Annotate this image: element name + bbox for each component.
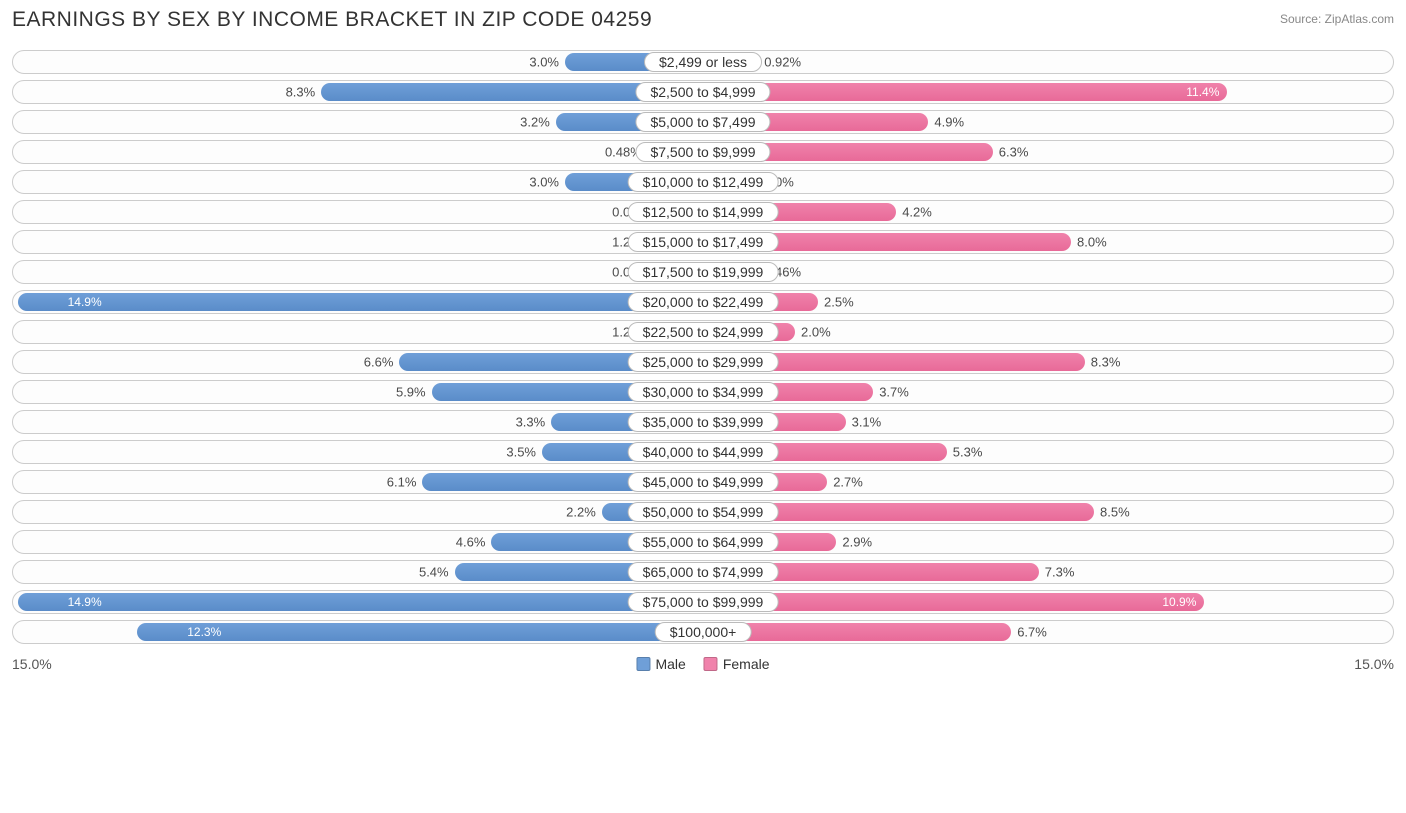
bar-row: 8.3% 11.4% $2,500 to $4,999: [12, 80, 1394, 104]
male-value-label: 5.9%: [396, 385, 432, 400]
male-value-label: 8.3%: [286, 85, 322, 100]
category-label: $40,000 to $44,999: [628, 442, 779, 462]
bar-row: 5.9% 3.7% $30,000 to $34,999: [12, 380, 1394, 404]
female-value-label: 0.92%: [758, 55, 801, 70]
female-bar: [703, 83, 1227, 101]
bar-row: 3.0%0.0%$10,000 to $12,499: [12, 170, 1394, 194]
male-value-label: 3.3%: [516, 415, 552, 430]
male-bar: [137, 623, 703, 641]
bar-row: 12.3% 6.7% $100,000+: [12, 620, 1394, 644]
bar-row: 3.0% 0.92%$2,499 or less: [12, 50, 1394, 74]
male-bar: [18, 293, 703, 311]
bar-row: 1.2%2.0%$22,500 to $24,999: [12, 320, 1394, 344]
category-label: $10,000 to $12,499: [628, 172, 779, 192]
male-value-label: 3.5%: [506, 445, 542, 460]
category-label: $17,500 to $19,999: [628, 262, 779, 282]
male-value-label: 6.1%: [387, 475, 423, 490]
category-label: $22,500 to $24,999: [628, 322, 779, 342]
category-label: $5,000 to $7,499: [635, 112, 770, 132]
bar-row: 6.6% 8.3% $25,000 to $29,999: [12, 350, 1394, 374]
category-label: $75,000 to $99,999: [628, 592, 779, 612]
female-value-label: 8.5%: [1094, 505, 1130, 520]
bar-row: 6.1% 2.7% $45,000 to $49,999: [12, 470, 1394, 494]
bar-row: 1.2%8.0%$15,000 to $17,499: [12, 230, 1394, 254]
female-value-label: 4.2%: [896, 205, 932, 220]
category-label: $25,000 to $29,999: [628, 352, 779, 372]
axis-label-right: 15.0%: [1354, 656, 1394, 672]
chart-title: EARNINGS BY SEX BY INCOME BRACKET IN ZIP…: [12, 8, 652, 32]
category-label: $55,000 to $64,999: [628, 532, 779, 552]
male-value-label: 3.0%: [529, 175, 565, 190]
female-value-label: 4.9%: [928, 115, 964, 130]
female-value-label: 2.5%: [818, 295, 854, 310]
male-value-label: 4.6%: [456, 535, 492, 550]
male-bar: [18, 593, 703, 611]
female-value-label: 2.0%: [795, 325, 831, 340]
male-value-label: 14.9%: [60, 295, 102, 309]
male-value-label: 2.2%: [566, 505, 602, 520]
female-value-label: 2.7%: [827, 475, 863, 490]
category-label: $12,500 to $14,999: [628, 202, 779, 222]
chart-header: EARNINGS BY SEX BY INCOME BRACKET IN ZIP…: [12, 8, 1394, 32]
bar-row: 0.0%4.2%$12,500 to $14,999: [12, 200, 1394, 224]
category-label: $2,500 to $4,999: [635, 82, 770, 102]
legend-swatch: [704, 657, 718, 671]
chart-rows: 3.0% 0.92%$2,499 or less 8.3% 11.4% $2,500 t…: [12, 50, 1394, 644]
female-value-label: 3.1%: [846, 415, 882, 430]
male-value-label: 12.3%: [179, 625, 221, 639]
category-label: $35,000 to $39,999: [628, 412, 779, 432]
category-label: $50,000 to $54,999: [628, 502, 779, 522]
legend-label: Male: [655, 656, 685, 672]
axis-label-left: 15.0%: [12, 656, 52, 672]
female-value-label: 3.7%: [873, 385, 909, 400]
bar-row: 4.6% 2.9% $55,000 to $64,999: [12, 530, 1394, 554]
category-label: $65,000 to $74,999: [628, 562, 779, 582]
bar-row: 2.2% 8.5% $50,000 to $54,999: [12, 500, 1394, 524]
legend-item: Male: [636, 656, 685, 672]
male-value-label: 6.6%: [364, 355, 400, 370]
female-value-label: 11.4%: [1186, 85, 1227, 99]
female-value-label: 8.3%: [1085, 355, 1121, 370]
female-value-label: 7.3%: [1039, 565, 1075, 580]
legend-swatch: [636, 657, 650, 671]
female-value-label: 10.9%: [1162, 595, 1204, 609]
category-label: $45,000 to $49,999: [628, 472, 779, 492]
chart-source: Source: ZipAtlas.com: [1280, 12, 1394, 26]
bar-row: 0.0%0.46%$17,500 to $19,999: [12, 260, 1394, 284]
chart-container: EARNINGS BY SEX BY INCOME BRACKET IN ZIP…: [0, 0, 1406, 678]
category-label: $2,499 or less: [644, 52, 762, 72]
bar-row: 3.5% 5.3% $40,000 to $44,999: [12, 440, 1394, 464]
legend-label: Female: [723, 656, 770, 672]
bar-row: 14.9% 10.9% $75,000 to $99,999: [12, 590, 1394, 614]
category-label: $100,000+: [655, 622, 752, 642]
bar-row: 3.2% 4.9% $5,000 to $7,499: [12, 110, 1394, 134]
bar-row: 14.9% 2.5% $20,000 to $22,499: [12, 290, 1394, 314]
bar-row: 5.4% 7.3% $65,000 to $74,999: [12, 560, 1394, 584]
male-value-label: 3.0%: [529, 55, 565, 70]
female-value-label: 6.3%: [993, 145, 1029, 160]
female-value-label: 6.7%: [1011, 625, 1047, 640]
male-value-label: 5.4%: [419, 565, 455, 580]
legend-item: Female: [704, 656, 770, 672]
male-value-label: 14.9%: [60, 595, 102, 609]
male-value-label: 3.2%: [520, 115, 556, 130]
chart-footer: 15.0% Male Female 15.0%: [12, 650, 1394, 678]
category-label: $20,000 to $22,499: [628, 292, 779, 312]
female-value-label: 5.3%: [947, 445, 983, 460]
category-label: $30,000 to $34,999: [628, 382, 779, 402]
legend: Male Female: [636, 656, 769, 672]
category-label: $15,000 to $17,499: [628, 232, 779, 252]
female-value-label: 8.0%: [1071, 235, 1107, 250]
category-label: $7,500 to $9,999: [635, 142, 770, 162]
bar-row: 3.3% 3.1% $35,000 to $39,999: [12, 410, 1394, 434]
female-value-label: 2.9%: [836, 535, 872, 550]
bar-row: 0.48%6.3%$7,500 to $9,999: [12, 140, 1394, 164]
